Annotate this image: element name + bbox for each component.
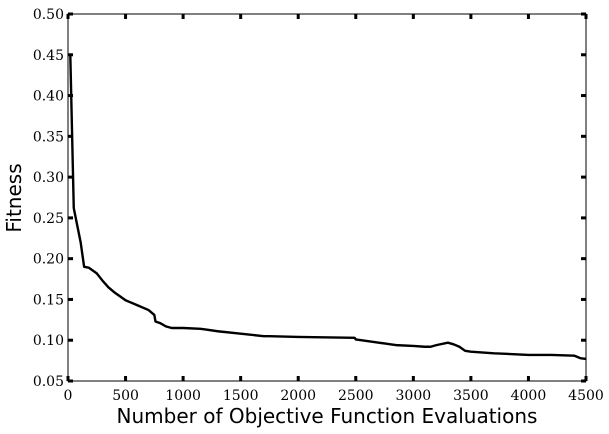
y-tick-label: 0.05	[33, 374, 64, 390]
y-tick-label: 0.10	[33, 333, 64, 349]
x-tick-label: 2000	[280, 388, 316, 404]
y-tick-label: 0.20	[33, 252, 64, 268]
x-tick-label: 4000	[511, 388, 547, 404]
series-line	[68, 53, 587, 361]
x-axis-label: Number of Objective Function Evaluations	[117, 404, 538, 428]
x-tick-label: 1000	[165, 388, 201, 404]
y-axis-label: Fitness	[2, 163, 26, 232]
x-tick-label: 3500	[453, 388, 489, 404]
y-tick-label: 0.15	[33, 292, 64, 308]
plot-frame	[67, 13, 587, 382]
x-tick-label: 0	[64, 388, 73, 404]
y-tick-label: 0.35	[33, 129, 64, 145]
x-tick-label: 4500	[568, 388, 604, 404]
x-tick-label: 500	[112, 388, 139, 404]
tick-labels: 0 500 1000 1500 2000 2500 3000 3500 4000 4500 0.05…	[33, 7, 604, 404]
ticks	[66, 12, 588, 383]
x-tick-label: 1500	[223, 388, 259, 404]
y-tick-label: 0.30	[33, 170, 64, 186]
y-tick-label: 0.45	[33, 48, 64, 64]
x-tick-label: 3000	[396, 388, 432, 404]
y-tick-label: 0.25	[33, 211, 64, 227]
y-tick-label: 0.50	[33, 7, 64, 23]
x-tick-label: 2500	[338, 388, 374, 404]
y-tick-label: 0.40	[33, 89, 64, 105]
